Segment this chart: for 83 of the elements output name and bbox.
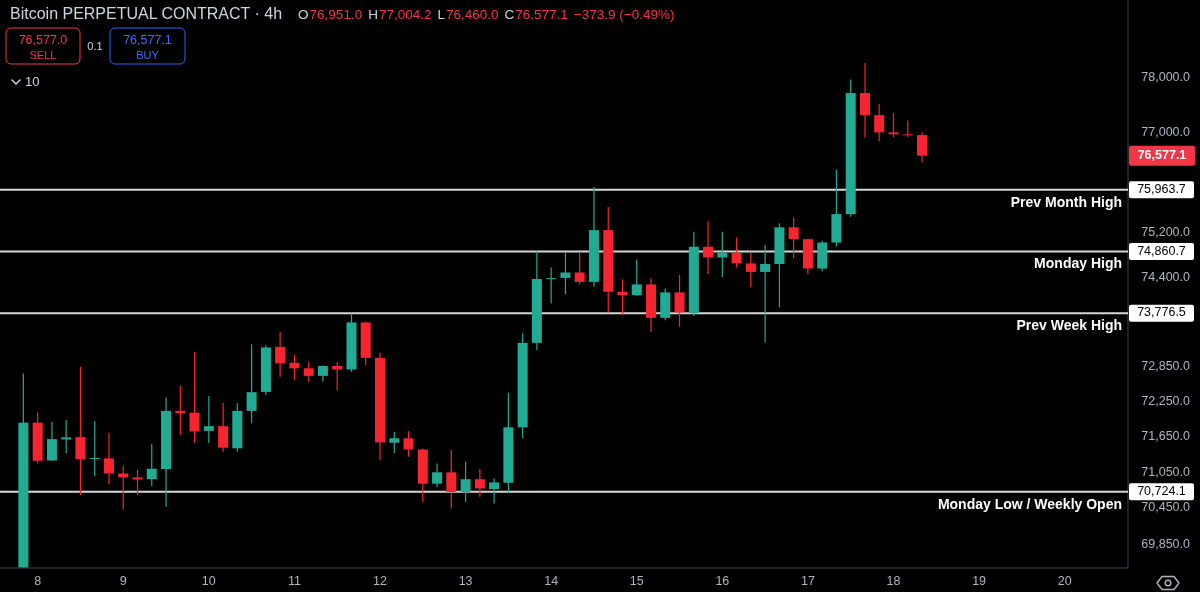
y-tick-label: 74,400.0 [1141, 269, 1191, 284]
annotation: 77,004.2 [378, 7, 432, 22]
x-tick-label: 18 [886, 574, 901, 589]
candlestick [289, 354, 300, 381]
y-tick-label: 78,000.0 [1141, 70, 1191, 85]
candlestick [674, 274, 685, 328]
annotation: H [368, 7, 378, 22]
candlestick [75, 366, 86, 496]
y-tick-label: 69,850.0 [1141, 536, 1191, 551]
candlestick [403, 430, 414, 458]
candlestick [888, 112, 899, 138]
annotation: L [437, 7, 446, 22]
annotation: 76,577.1 [123, 33, 172, 48]
candlestick [89, 420, 100, 477]
text: 75,963.7 [1137, 181, 1186, 196]
x-tick-label: 9 [119, 574, 127, 589]
ref-line-label: Prev Week High [1016, 317, 1122, 334]
annotation: 76,577.1 [515, 7, 568, 22]
annotation: −373.9 (−0.49%) [573, 7, 675, 22]
annotation: BUY [136, 48, 160, 61]
ref-line-label: Prev Month High [1010, 193, 1122, 210]
annotation: 76,460.0 [445, 7, 499, 22]
candlestick [103, 432, 114, 485]
x-tick-label: 17 [800, 574, 815, 589]
annotation: 76,577.0 [18, 33, 68, 48]
candlestick [203, 395, 214, 444]
candlestick [460, 461, 471, 503]
annotation: 10 [25, 73, 40, 89]
candlestick [745, 252, 756, 288]
y-tick-label: 72,850.0 [1141, 358, 1191, 373]
candlestick [703, 220, 714, 275]
x-tick-label: 13 [458, 574, 473, 589]
y-tick-label: 75,200.0 [1141, 224, 1191, 239]
candlestick [874, 103, 885, 142]
candlestick [560, 251, 571, 295]
y-tick-label: 71,050.0 [1141, 464, 1191, 479]
x-tick-label: 15 [629, 574, 644, 589]
annotation: 0.1 [87, 39, 103, 52]
candlestick [489, 477, 500, 504]
candlestick [860, 62, 870, 139]
annotation: SELL [29, 48, 57, 61]
candlestick [788, 216, 799, 259]
x-tick-label: 14 [544, 574, 559, 589]
x-tick-label: 20 [1057, 574, 1072, 589]
candlestick [246, 343, 257, 424]
y-tick-label: 70,450.0 [1141, 500, 1191, 515]
candlestick [146, 443, 157, 487]
y-tick-label: 77,000.0 [1141, 124, 1191, 139]
chart-title: Bitcoin PERPETUAL CONTRACT · 4h [10, 5, 283, 22]
y-tick-label: 72,250.0 [1141, 393, 1191, 408]
candlestick [432, 462, 443, 488]
annotation: O [298, 7, 309, 22]
x-tick-label: 16 [715, 574, 730, 589]
candlestick [189, 351, 200, 444]
text: 73,776.5 [1137, 305, 1186, 320]
candlestick [275, 331, 286, 378]
candlestick [574, 251, 585, 285]
candlestick [218, 402, 229, 453]
candlestick [303, 361, 314, 383]
text: 76,577.1 [1137, 147, 1187, 162]
candlestick [446, 449, 457, 510]
candlestick [731, 236, 742, 268]
candlestick [546, 266, 557, 305]
text: 70,724.1 [1137, 484, 1186, 499]
candlestick [760, 244, 771, 343]
x-tick-label: 8 [34, 574, 42, 589]
ref-line-label: Monday Low / Weekly Open [937, 495, 1122, 512]
annotation: C [504, 7, 515, 22]
candlestick [389, 431, 400, 454]
candlestick [474, 468, 485, 498]
candlestick [46, 421, 57, 462]
annotation: 76,951.0 [309, 7, 363, 22]
candlestick [132, 469, 143, 496]
text: 74,860.7 [1137, 243, 1186, 258]
candlestick [61, 419, 72, 454]
candlestick [917, 131, 927, 163]
ref-line-label: Monday High [1034, 255, 1122, 272]
x-tick-label: 19 [972, 574, 987, 589]
x-tick-label: 10 [201, 574, 216, 589]
candlestick [631, 258, 642, 297]
x-tick-label: 11 [287, 574, 301, 589]
y-tick-label: 71,650.0 [1141, 429, 1191, 444]
x-tick-label: 12 [373, 574, 387, 589]
